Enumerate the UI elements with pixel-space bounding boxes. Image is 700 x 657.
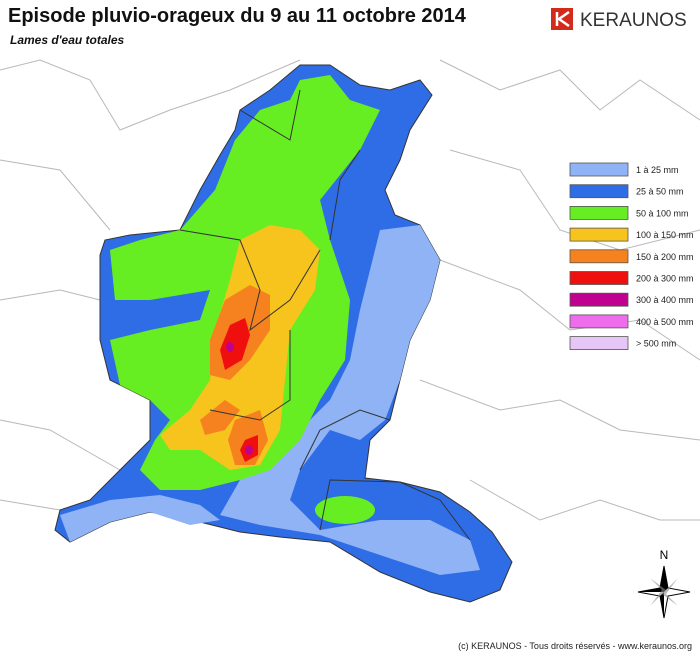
- region-200-300: [220, 318, 250, 370]
- legend-swatch: [569, 249, 629, 264]
- legend-swatch: [569, 271, 629, 285]
- legend-label: 400 à 500 mm: [636, 317, 694, 327]
- legend-swatch: [569, 292, 629, 307]
- logo: KERAUNOS: [551, 8, 687, 31]
- legend-label: 200 à 300 mm: [636, 274, 694, 284]
- region-300-400-south: [245, 445, 253, 455]
- region-1-25: [220, 225, 480, 575]
- legend-swatch: [569, 314, 629, 329]
- compass: N: [637, 548, 691, 619]
- legend-swatch: [569, 205, 629, 220]
- region-300-400: [226, 342, 234, 352]
- base-map: [0, 59, 700, 603]
- compass-label: N: [660, 548, 669, 562]
- legend-label: 150 à 200 mm: [636, 252, 694, 262]
- copyright: (c) KERAUNOS - Tous droits réservés - ww…: [458, 641, 692, 651]
- logo-text: KERAUNOS: [580, 10, 687, 31]
- legend-swatch: [569, 336, 629, 351]
- legend-label: > 500 mm: [636, 339, 676, 349]
- legend-label: 25 à 50 mm: [636, 187, 684, 197]
- region-1-25-west: [60, 495, 220, 542]
- legend-swatch: [569, 184, 629, 199]
- legend-label: 300 à 400 mm: [636, 295, 694, 305]
- region-150-200-west: [200, 400, 240, 435]
- legend-label: 1 à 25 mm: [636, 165, 679, 175]
- legend-swatch: [569, 227, 629, 242]
- legend-label: 100 à 150 mm: [636, 230, 694, 240]
- legend: 1 à 25 mm 25 à 50 mm 50 à 100 mm 100 à 150 …: [569, 162, 694, 351]
- legend-label: 50 à 100 mm: [636, 208, 689, 218]
- legend-swatch: [569, 162, 629, 177]
- title: Episode pluvio-orageux du 9 au 11 octobr…: [8, 5, 467, 27]
- logo-icon: [551, 8, 573, 30]
- region-50-100-south: [315, 496, 375, 524]
- subtitle: Lames d'eau totales: [10, 33, 125, 47]
